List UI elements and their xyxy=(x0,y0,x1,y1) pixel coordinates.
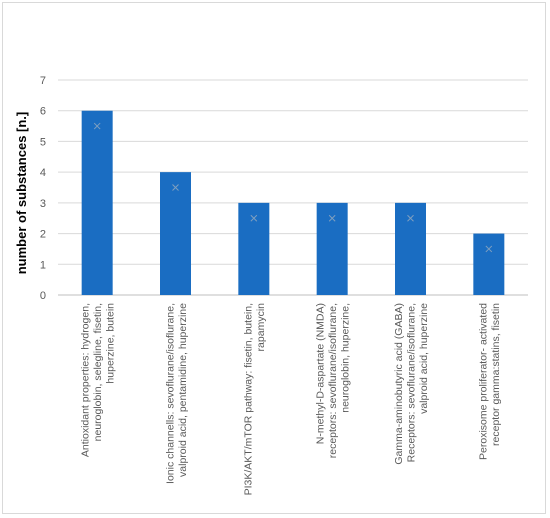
x-category-label-line: receptor gamma:statins, fisetin xyxy=(490,303,502,446)
y-tick-label: 4 xyxy=(40,167,46,179)
y-tick-label: 3 xyxy=(40,198,46,210)
value-markers xyxy=(93,122,493,253)
x-category-label-line: Peroxisome proliferator- activated xyxy=(478,303,490,460)
value-marker xyxy=(93,122,101,130)
value-marker xyxy=(407,214,414,222)
value-marker xyxy=(485,245,493,253)
x-category-label: Gamma-aminobutyric acid (GABA) Receptors:… xyxy=(393,303,430,465)
x-category-label: Peroxisome proliferator- activated recept… xyxy=(478,303,503,460)
x-category-label-line: rapamycin xyxy=(255,303,267,352)
x-category-label-line: Gamma-aminobutyric acid (GABA) xyxy=(393,303,405,465)
gridlines xyxy=(58,79,528,296)
y-tick-label: 7 xyxy=(40,75,46,87)
bar xyxy=(81,110,113,295)
x-category-label: N-methyl-D-aspartate (NMDA) receptors: se… xyxy=(315,303,352,458)
x-category-label: Ionic channells: sevoflurane/isoflurane,… xyxy=(164,303,189,484)
x-category-label-line: receptors: sevoflurane/isoflurane, xyxy=(327,303,339,458)
value-marker xyxy=(172,184,179,191)
x-category-labels: Antioxidant properties: hydrogen, neurogl… xyxy=(80,303,502,496)
x-category-label: Antioxidant properties: hydrogen, neurogl… xyxy=(80,303,117,457)
y-tick-label: 6 xyxy=(40,106,46,118)
y-tick-label: 1 xyxy=(40,259,46,271)
x-category-label-line: valproid acid, huperzine xyxy=(418,303,430,414)
x-category-label-line: neuroglobin, huperzine, xyxy=(340,303,352,413)
x-category-label-line: huperzine, butein xyxy=(105,303,117,384)
x-category-label-line: Receptors: sevoflurane/isoflurane, xyxy=(406,303,418,462)
y-tick-labels: 0 1 2 3 4 5 6 7 xyxy=(40,75,46,302)
bar xyxy=(160,172,191,295)
y-tick-label: 5 xyxy=(40,136,46,148)
chart-frame: 0 1 2 3 4 5 6 7 Antioxidant properties: hydroge… xyxy=(2,2,546,514)
bars xyxy=(81,110,505,295)
x-category-label: PI3K/AKT/mTOR pathway: fisetin, butein, r… xyxy=(243,303,268,496)
y-tick-label: 0 xyxy=(40,290,46,302)
x-category-label-line: PI3K/AKT/mTOR pathway: fisetin, butein, xyxy=(243,303,255,495)
bar xyxy=(473,233,505,295)
y-tick-label: 2 xyxy=(40,229,46,241)
bar xyxy=(395,202,426,295)
y-axis-label: number of substances [n.] xyxy=(14,112,29,275)
x-category-label-line: N-methyl-D-aspartate (NMDA) xyxy=(315,303,327,444)
x-category-label-line: Ionic channells: sevoflurane/isoflurane, xyxy=(164,303,176,484)
bar xyxy=(316,202,348,295)
value-marker xyxy=(328,214,336,222)
value-marker xyxy=(250,214,258,222)
x-category-label-line: valproid acid, pentamidine, huperzine xyxy=(177,303,189,477)
x-category-label-line: Antioxidant properties: hydrogen, xyxy=(80,303,92,457)
bar-chart: 0 1 2 3 4 5 6 7 Antioxidant properties: hydroge… xyxy=(14,75,528,496)
bar xyxy=(238,202,270,295)
x-category-label-line: neuroglobin, selegline, fisetin, xyxy=(92,303,104,441)
